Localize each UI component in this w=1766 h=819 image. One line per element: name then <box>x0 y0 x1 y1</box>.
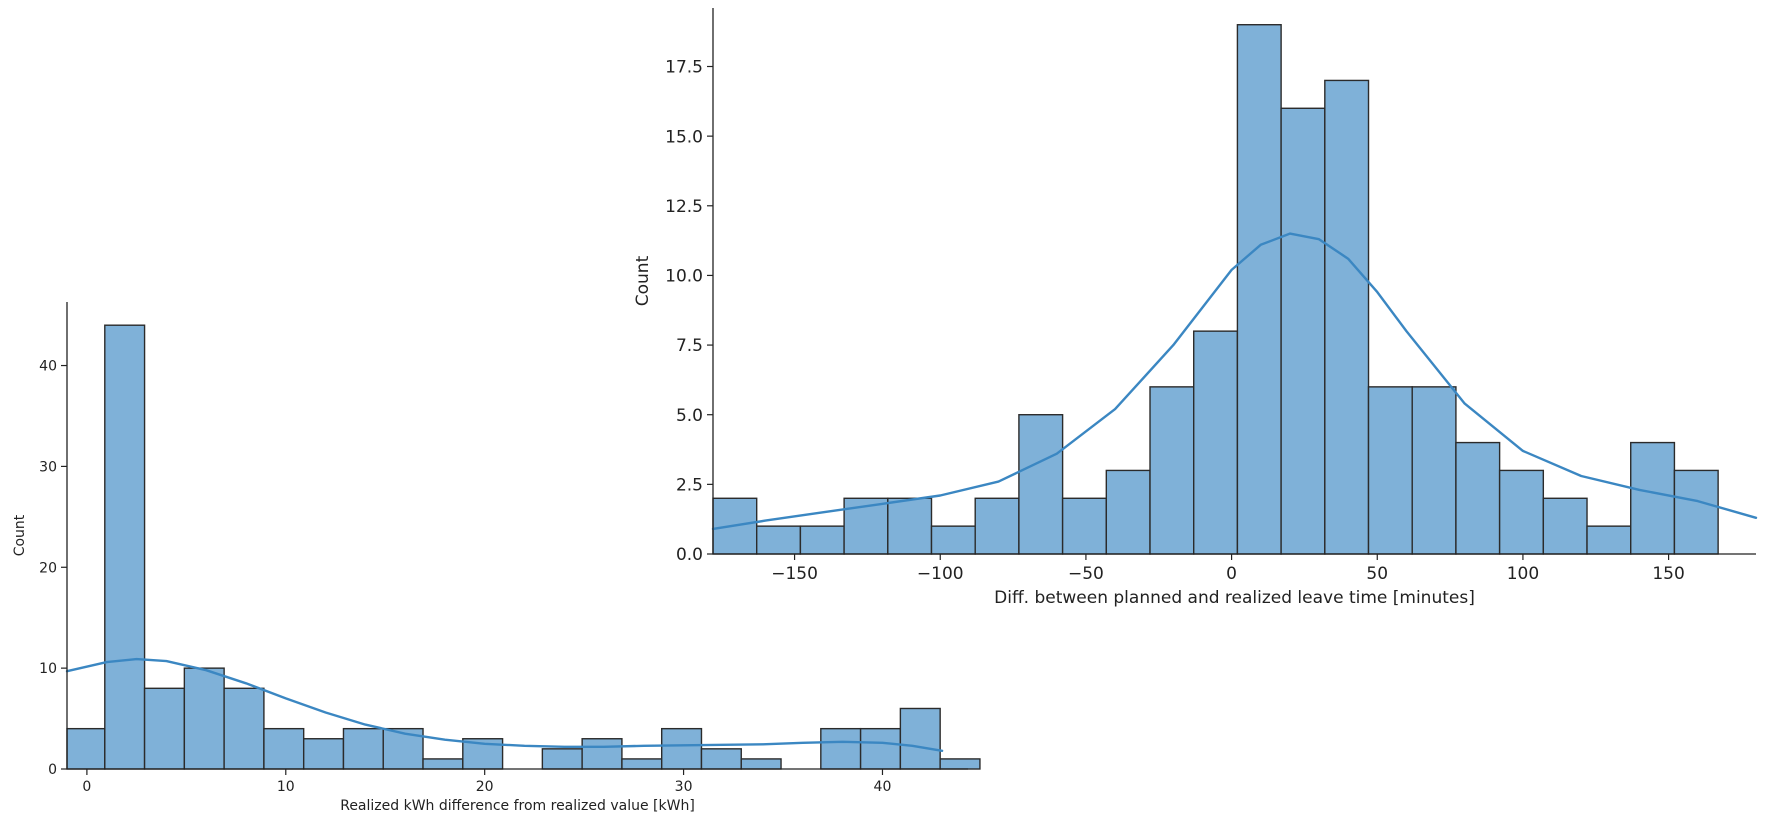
kwh-bar-20 <box>859 727 902 770</box>
kwh-bar-15 <box>660 727 703 770</box>
kwh-x-axis-label: Realized kWh difference from realized va… <box>340 798 695 814</box>
kwh-bar-16 <box>700 748 742 770</box>
leave-bar-16 <box>1411 386 1457 555</box>
leave-x-tick-label-4: 50 <box>1366 564 1388 584</box>
leave-bar-5 <box>930 525 976 555</box>
leave-bar-12 <box>1236 24 1282 555</box>
kwh-bar-19 <box>820 727 862 770</box>
leave-bar-6 <box>974 497 1020 555</box>
leave-bar-1 <box>756 525 802 555</box>
leave-bar-22 <box>1673 469 1719 555</box>
leave-bar-9 <box>1105 469 1151 555</box>
leave-y-tick-label-1: 2.5 <box>676 475 703 495</box>
leave-kde-line <box>711 232 1758 531</box>
leave-y-axis-label: Count <box>633 255 653 306</box>
kwh-y-tick-label-0: 0 <box>48 762 57 778</box>
kwh-kde-line <box>65 657 944 752</box>
kwh-bar-21 <box>899 707 941 770</box>
kwh-bar-22 <box>939 758 981 770</box>
chart-leave-time-difference: −150 −100 −50 0 50 100 150 0.0 2.5 5.0 7.5 10.0 12.5… <box>633 8 1758 608</box>
kwh-bar-9 <box>422 758 464 770</box>
leave-bar-11 <box>1193 330 1239 555</box>
kwh-x-tick-label-1: 10 <box>277 779 295 795</box>
leave-y-tick-label-0: 0.0 <box>676 545 703 565</box>
leave-bar-18 <box>1498 469 1545 555</box>
kwh-x-tick-label-4: 40 <box>874 779 892 795</box>
kwh-bar-2 <box>143 687 186 770</box>
leave-bar-15 <box>1367 386 1413 555</box>
kwh-bar-4 <box>223 687 265 770</box>
kwh-bar-5 <box>263 727 305 770</box>
kwh-y-tick-label-3: 30 <box>39 459 57 475</box>
kwh-x-tick-label-3: 30 <box>675 779 693 795</box>
kwh-bar-1 <box>104 324 146 770</box>
leave-x-tick-label-3: 0 <box>1226 564 1237 584</box>
kwh-y-tick-label-2: 20 <box>39 560 57 576</box>
kwh-x-tick-label-0: 0 <box>82 779 91 795</box>
leave-y-tick-label-4: 10.0 <box>665 267 703 287</box>
leave-bar-7 <box>1018 414 1064 555</box>
kwh-bar-7 <box>342 727 384 770</box>
leave-x-tick-label-2: −50 <box>1068 564 1104 584</box>
leave-y-tick-label-7: 17.5 <box>665 58 703 78</box>
kwh-y-axis-label: Count <box>12 514 28 556</box>
leave-y-tick-label-6: 15.0 <box>665 127 703 147</box>
leave-bar-2 <box>799 525 845 555</box>
kwh-y-tick-label-1: 10 <box>39 661 57 677</box>
leave-x-axis-label: Diff. between planned and realized leave… <box>994 588 1475 608</box>
leave-bar-8 <box>1061 497 1108 555</box>
kwh-bar-12 <box>541 748 583 770</box>
leave-y-tick-label-2: 5.0 <box>676 406 703 426</box>
leave-x-tick-label-0: −150 <box>771 564 818 584</box>
leave-bar-4 <box>887 497 933 555</box>
leave-bar-21 <box>1630 441 1676 555</box>
leave-x-tick-label-5: 100 <box>1507 564 1539 584</box>
kwh-bar-17 <box>740 758 782 770</box>
kwh-y-tick-label-4: 40 <box>39 359 57 375</box>
leave-bar-13 <box>1280 107 1326 555</box>
leave-bar-20 <box>1586 525 1632 555</box>
leave-x-tick-label-6: 150 <box>1652 564 1684 584</box>
kwh-bar-13 <box>581 738 623 770</box>
leave-bar-19 <box>1542 497 1588 555</box>
leave-x-tick-label-1: −100 <box>917 564 964 584</box>
leave-y-tick-label-5: 12.5 <box>665 197 703 217</box>
kwh-bar-0 <box>66 727 106 770</box>
kwh-x-tick-label-2: 20 <box>476 779 494 795</box>
leave-bar-14 <box>1324 79 1370 555</box>
leave-bar-10 <box>1149 386 1195 555</box>
chart-kwh-difference: 0 10 20 30 40 0 10 20 30 40 Realized kWh differenc… <box>12 302 981 814</box>
leave-y-tick-label-3: 7.5 <box>676 336 703 356</box>
leave-bar-17 <box>1455 441 1501 555</box>
kwh-bar-6 <box>302 738 345 770</box>
kwh-bar-3 <box>183 667 225 770</box>
kwh-bar-14 <box>621 758 663 770</box>
